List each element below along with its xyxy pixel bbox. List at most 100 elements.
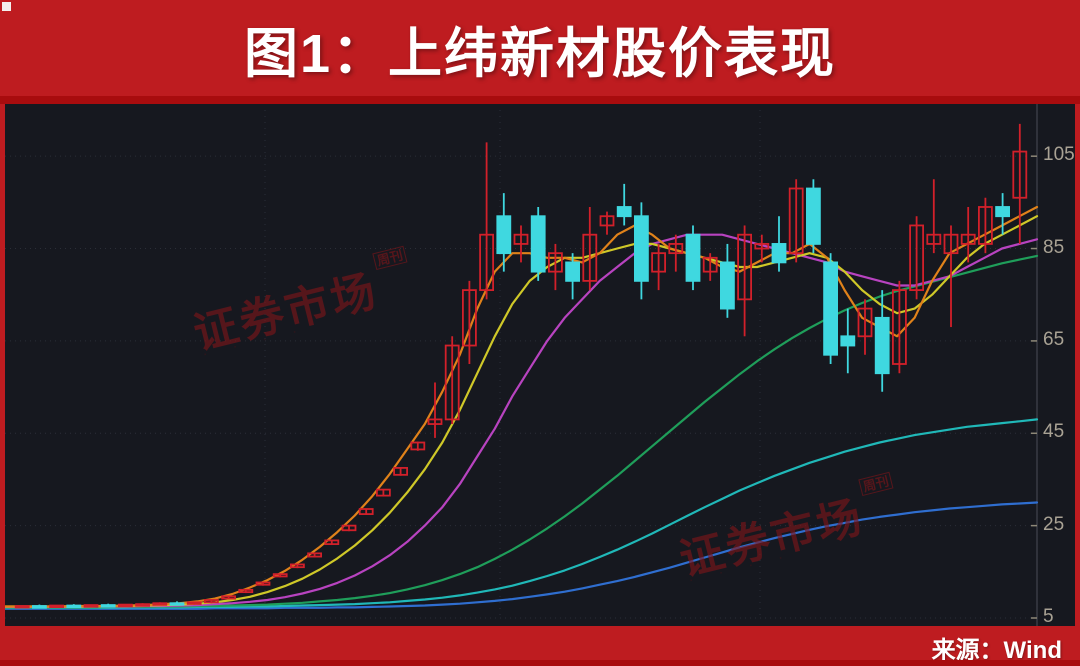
candlestick	[513, 225, 529, 263]
candle-body	[135, 603, 151, 607]
candle-body	[565, 261, 580, 282]
right-red-strip	[1075, 104, 1080, 626]
candle-body	[771, 243, 787, 264]
candle-body	[49, 604, 64, 609]
page-title: 图1：上纬新材股价表现	[243, 23, 837, 84]
candlestick	[358, 508, 374, 516]
left-red-strip	[0, 104, 5, 626]
candle-body	[238, 588, 254, 594]
candlestick	[548, 243, 563, 291]
candle-body	[203, 599, 219, 604]
candlestick	[565, 253, 580, 300]
candlestick	[461, 280, 477, 364]
candlestick	[943, 225, 959, 328]
candlestick	[806, 179, 821, 254]
candle-body	[599, 215, 615, 227]
candle-body	[737, 233, 752, 301]
candle-body	[496, 215, 512, 255]
candle-body	[720, 261, 735, 310]
candle-body	[66, 604, 82, 609]
candle-body	[272, 573, 288, 578]
candlestick	[754, 234, 770, 263]
candlestick	[341, 524, 357, 532]
candle-body	[548, 252, 563, 273]
candle-body	[427, 418, 443, 425]
y-axis-label: 5	[1043, 606, 1054, 627]
candlestick	[771, 216, 787, 272]
candlestick	[135, 603, 151, 607]
candlestick	[599, 211, 615, 235]
candlestick	[272, 573, 288, 578]
candle-body	[892, 289, 907, 365]
candle-body	[307, 552, 323, 558]
candlestick	[324, 539, 340, 546]
candlestick	[685, 225, 701, 291]
candlestick	[14, 605, 30, 609]
candlestick	[840, 308, 856, 374]
candle-body	[960, 233, 976, 245]
candlestick	[444, 336, 460, 425]
candle-body	[324, 539, 340, 546]
candle-body	[582, 233, 598, 282]
candlestick	[496, 193, 512, 272]
candlestick	[616, 183, 632, 226]
y-axis-label: 25	[1043, 513, 1065, 535]
candlestick	[393, 467, 409, 476]
candle-body	[410, 441, 426, 451]
candlestick	[410, 441, 426, 451]
candle-body	[341, 524, 357, 532]
candlestick	[238, 588, 254, 594]
candlestick	[530, 206, 546, 281]
candle-body	[634, 215, 649, 282]
candlestick	[289, 563, 305, 569]
candlestick	[634, 202, 649, 300]
candle-body	[461, 289, 477, 347]
candle-body	[788, 187, 804, 255]
candlestick	[788, 179, 804, 263]
candle-body	[651, 252, 666, 273]
candlestick	[221, 595, 237, 600]
candlestick	[737, 225, 752, 337]
candle-body	[874, 316, 890, 375]
candlestick	[892, 280, 907, 374]
candlestick	[702, 253, 718, 281]
candlestick	[375, 488, 391, 497]
candlestick	[83, 604, 99, 608]
candle-body	[14, 605, 30, 609]
candle-body	[702, 256, 718, 273]
candlestick	[823, 253, 838, 364]
candlestick	[978, 197, 993, 254]
banner-bottom-edge	[0, 96, 1080, 104]
candle-body	[823, 261, 838, 356]
title-banner: 图1：上纬新材股价表现	[0, 0, 1080, 104]
y-axis-label: 65	[1043, 328, 1065, 350]
candlestick	[1012, 123, 1028, 244]
candle-body	[840, 335, 856, 347]
ma-line-ma250	[3, 501, 1039, 610]
candlestick	[479, 142, 495, 300]
ma-line-ma10	[3, 215, 1039, 608]
ma-line-ma120	[3, 418, 1039, 609]
candle-body	[943, 233, 959, 255]
y-axis-label: 85	[1043, 236, 1065, 258]
candle-body	[926, 233, 942, 245]
candlestick	[49, 604, 64, 609]
candle-body	[118, 603, 133, 608]
candle-body	[754, 243, 770, 250]
candle-body	[995, 206, 1010, 218]
candle-body	[221, 595, 237, 600]
price-chart-svg	[3, 104, 1039, 626]
candle-body	[375, 488, 391, 497]
source-label: 来源：Wind	[931, 637, 1062, 664]
chart-canvas: 证券市场周刊 · · · · 证券市场周刊 · · · · 5 25 45 65 85 1…	[0, 104, 1080, 627]
candle-body	[668, 243, 684, 255]
candle-body	[685, 233, 701, 282]
candlestick	[857, 299, 873, 355]
candlestick	[169, 601, 185, 606]
candlestick	[582, 206, 598, 291]
candle-body	[393, 467, 409, 476]
candlestick	[186, 601, 202, 605]
candlestick	[32, 604, 47, 609]
candlestick	[926, 179, 942, 254]
